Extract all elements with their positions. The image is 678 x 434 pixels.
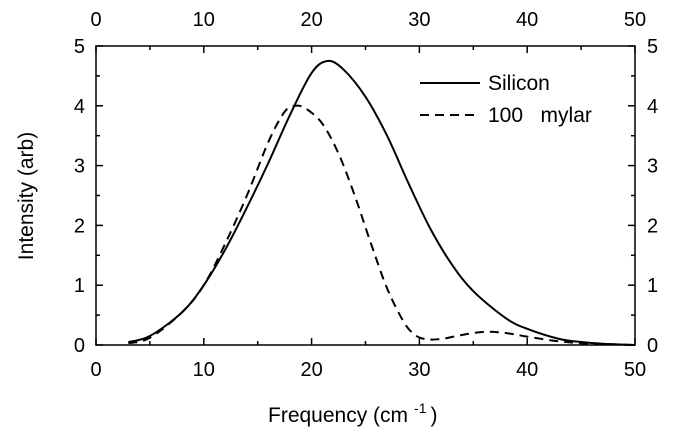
x-tick-label-bottom: 10 <box>193 359 215 381</box>
y-tick-label-right: 1 <box>647 275 658 297</box>
x-tick-label-bottom: 40 <box>516 359 538 381</box>
plot-frame <box>95 45 636 346</box>
y-tick-label-right: 5 <box>647 36 658 58</box>
y-tick-label-left: 0 <box>74 335 85 357</box>
x-tick-label-top: 50 <box>624 9 646 31</box>
series-layer <box>128 59 636 346</box>
x-axis-title: Frequency (cm -1) <box>268 400 438 427</box>
x-tick-label-bottom: 50 <box>624 359 646 381</box>
y-tick-label-right: 2 <box>647 215 658 237</box>
y-tick-label-left: 1 <box>74 275 85 297</box>
y-tick-label-right: 4 <box>647 96 658 118</box>
y-tick-label-left: 2 <box>74 215 85 237</box>
x-tick-label-top: 0 <box>90 9 101 31</box>
x-tick-label-bottom: 20 <box>300 359 322 381</box>
y-axis-title: Intensity (arb) <box>15 132 38 260</box>
x-tick-label-top: 10 <box>193 9 215 31</box>
x-axis-title-main: Frequency (cm <box>268 404 408 427</box>
legend-label-silicon: Silicon <box>488 72 550 95</box>
y-tick-label-right: 0 <box>647 335 658 357</box>
series-line-silicon <box>128 59 636 346</box>
x-tick-label-top: 30 <box>408 9 430 31</box>
x-tick-label-bottom: 0 <box>90 359 101 381</box>
y-tick-label-right: 3 <box>647 156 658 178</box>
legend: Silicon 100 mylar <box>420 72 592 127</box>
ticks <box>95 45 636 346</box>
x-axis-title-close: ) <box>431 404 438 427</box>
x-tick-label-bottom: 30 <box>408 359 430 381</box>
x-tick-label-top: 20 <box>300 9 322 31</box>
legend-label-mylar: 100 mylar <box>488 104 592 127</box>
series-line-mylar <box>128 104 636 346</box>
x-tick-label-top: 40 <box>516 9 538 31</box>
x-axis-title-superscript: -1 <box>414 400 427 416</box>
y-tick-label-left: 4 <box>74 96 85 118</box>
y-tick-label-left: 3 <box>74 156 85 178</box>
y-tick-label-left: 5 <box>74 36 85 58</box>
